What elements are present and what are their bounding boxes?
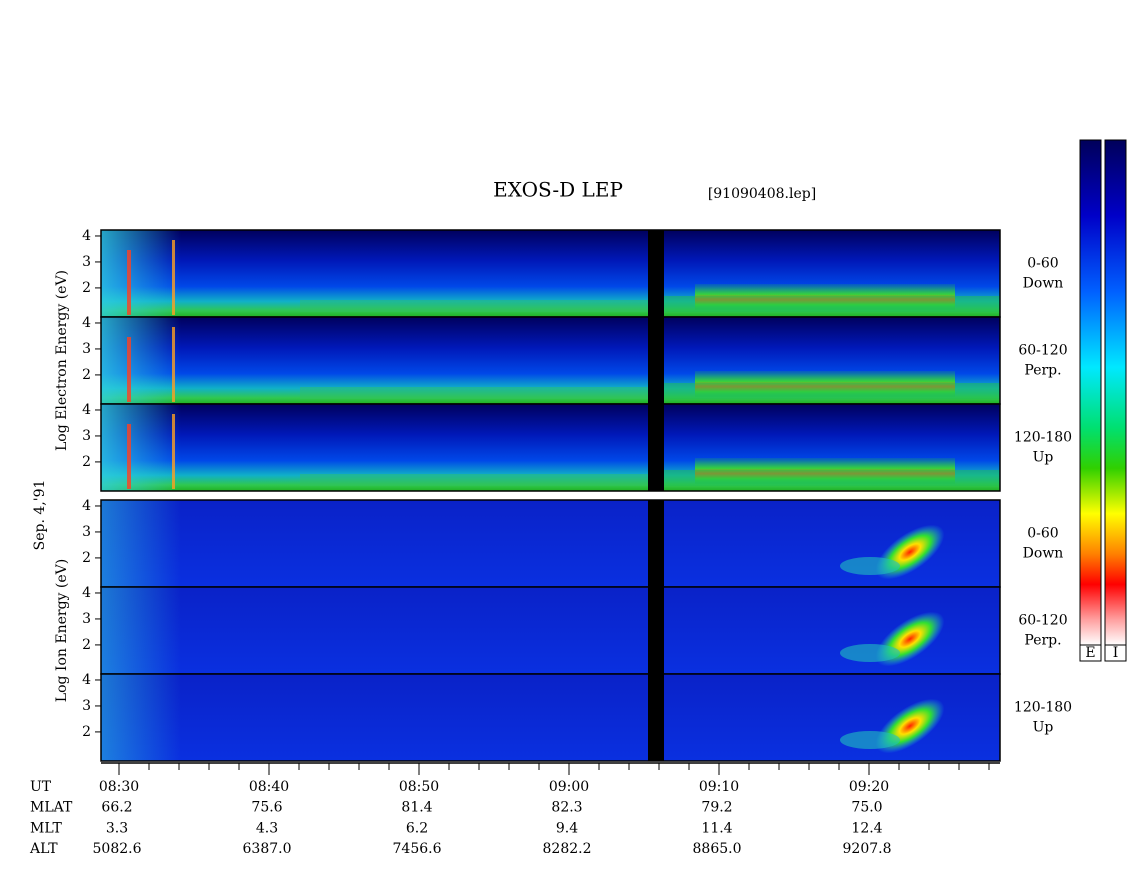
orbit-value: 11.4 — [701, 820, 732, 836]
row-label: MLT — [30, 820, 62, 836]
spectrogram-texture — [101, 404, 181, 491]
chart-title: EXOS-D LEP — [493, 178, 623, 202]
orbit-value: 6.2 — [406, 820, 428, 836]
y-tick-label: 4 — [82, 672, 91, 688]
panel-label: 120-180 — [1014, 700, 1072, 716]
panel-label: Down — [1023, 546, 1064, 562]
row-label: MLAT — [30, 800, 73, 816]
y-tick-label: 3 — [82, 341, 91, 357]
energy-band — [664, 383, 1000, 399]
y-axis-label: Log Ion Energy (eV) — [54, 559, 70, 702]
panel-label: 60-120 — [1018, 613, 1067, 629]
energy-band — [300, 387, 648, 399]
panel-label: 0-60 — [1027, 256, 1058, 272]
y-tick-label: 4 — [82, 585, 91, 601]
data-gap — [648, 674, 664, 761]
spectrogram-texture — [101, 230, 181, 317]
orbit-value: 75.0 — [851, 800, 882, 816]
flash — [127, 424, 131, 489]
panel-label: Up — [1033, 720, 1054, 736]
x-tick-label: 08:30 — [99, 779, 139, 795]
panel-label: Down — [1023, 276, 1064, 292]
y-tick-label: 2 — [82, 550, 91, 566]
data-gap — [648, 587, 664, 674]
flash — [127, 337, 131, 402]
colorbar-label: E — [1085, 645, 1095, 661]
spectrogram-texture — [101, 500, 181, 587]
orbit-value: 79.2 — [701, 800, 732, 816]
energy-band — [664, 296, 1000, 312]
ion-feature — [840, 557, 900, 575]
y-tick-label: 2 — [82, 367, 91, 383]
ion-feature — [840, 644, 900, 662]
orbit-value: 9.4 — [556, 820, 578, 836]
flash — [127, 250, 131, 315]
orbit-value: 3.3 — [106, 820, 128, 836]
y-tick-label: 2 — [82, 280, 91, 296]
row-label: UT — [30, 779, 52, 795]
panel-label: 120-180 — [1014, 430, 1072, 446]
y-tick-label: 2 — [82, 637, 91, 653]
panel-label: 0-60 — [1027, 526, 1058, 542]
x-tick-label: 09:10 — [699, 779, 739, 795]
spectrogram-texture — [101, 587, 181, 674]
orbit-value: 75.6 — [251, 800, 282, 816]
panel-label: 60-120 — [1018, 343, 1067, 359]
orbit-value: 5082.6 — [93, 841, 142, 857]
orbit-value: 7456.6 — [393, 841, 442, 857]
x-tick-label: 09:00 — [549, 779, 589, 795]
orbit-value: 66.2 — [101, 800, 132, 816]
panel-frame — [100, 673, 1001, 762]
orbit-value: 81.4 — [401, 800, 432, 816]
data-gap — [648, 404, 664, 491]
flash — [172, 414, 175, 489]
date-label: Sep. 4,'91 — [32, 480, 48, 551]
panel-frame — [100, 403, 1001, 492]
panel-label: Perp. — [1024, 363, 1061, 379]
colorbar-label-box — [1104, 644, 1127, 662]
data-gap — [648, 230, 664, 317]
y-tick-label: 4 — [82, 498, 91, 514]
y-tick-label: 3 — [82, 698, 91, 714]
data-gap — [648, 500, 664, 587]
colorbar — [1104, 139, 1127, 646]
ion-feature — [840, 731, 900, 749]
energy-band — [664, 470, 1000, 486]
panel-label: Up — [1033, 450, 1054, 466]
y-axis-label: Log Electron Energy (eV) — [54, 270, 70, 451]
y-tick-label: 2 — [82, 454, 91, 470]
y-tick-label: 4 — [82, 402, 91, 418]
spectrogram-texture — [101, 317, 181, 404]
row-label: ALT — [29, 841, 58, 857]
orbit-value: 6387.0 — [243, 841, 292, 857]
orbit-value: 8282.2 — [543, 841, 592, 857]
y-tick-label: 2 — [82, 724, 91, 740]
orbit-value: 4.3 — [256, 820, 278, 836]
orbit-value: 12.4 — [851, 820, 882, 836]
y-tick-label: 3 — [82, 524, 91, 540]
x-tick-label: 08:40 — [249, 779, 289, 795]
orbit-value: 9207.8 — [843, 841, 892, 857]
spectrogram-texture — [101, 674, 181, 761]
data-gap — [648, 317, 664, 404]
x-tick-label: 08:50 — [399, 779, 439, 795]
colorbar-label-box — [1079, 644, 1102, 662]
y-tick-label: 3 — [82, 428, 91, 444]
y-tick-label: 4 — [82, 228, 91, 244]
panel-label: Perp. — [1024, 633, 1061, 649]
orbit-value: 8865.0 — [693, 841, 742, 857]
flash — [172, 327, 175, 402]
colorbar — [1079, 139, 1102, 646]
orbit-value: 82.3 — [551, 800, 582, 816]
energy-band — [300, 300, 648, 312]
energy-band — [300, 474, 648, 486]
colorbar-label: I — [1113, 645, 1119, 661]
flash — [172, 240, 175, 315]
file-label: [91090408.lep] — [708, 186, 816, 202]
x-tick-label: 09:20 — [849, 779, 889, 795]
y-tick-label: 4 — [82, 315, 91, 331]
y-tick-label: 3 — [82, 254, 91, 270]
y-tick-label: 3 — [82, 611, 91, 627]
